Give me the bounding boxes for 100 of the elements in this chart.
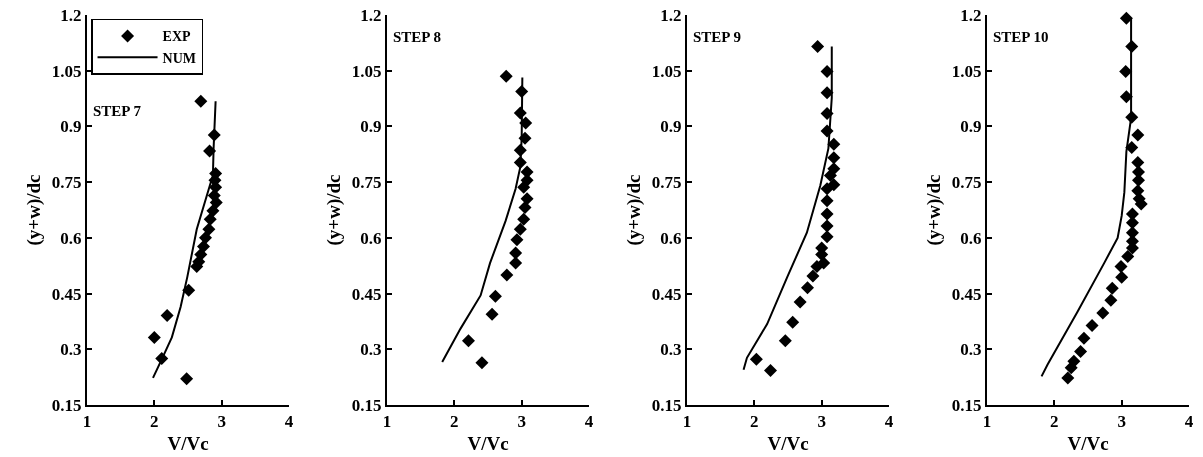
y-tick-label: 0.3 bbox=[60, 340, 82, 360]
y-axis-title: (y+w)/dc bbox=[923, 174, 946, 246]
point bbox=[793, 295, 807, 309]
point bbox=[1121, 249, 1135, 263]
point bbox=[1119, 11, 1133, 25]
y-tick-label: 0.45 bbox=[651, 284, 682, 304]
point bbox=[1125, 216, 1139, 230]
y-tick-label: 0.3 bbox=[660, 340, 682, 360]
x-tick-label: 1 bbox=[982, 412, 992, 432]
y-tick-label: 0.3 bbox=[960, 340, 982, 360]
y-tick-label: 0.9 bbox=[360, 117, 382, 137]
text: STEP 7 bbox=[93, 103, 142, 119]
point bbox=[209, 196, 223, 210]
y-tick-label: 1.05 bbox=[351, 61, 382, 81]
point bbox=[1114, 259, 1128, 273]
x-tick-label: 3 bbox=[517, 412, 526, 432]
y-tick-label: 0.75 bbox=[51, 173, 82, 193]
point bbox=[509, 256, 523, 270]
y-tick-label: 1.05 bbox=[951, 61, 982, 81]
x-tick-label: 2 bbox=[450, 412, 459, 432]
y-tick-label: 0.6 bbox=[360, 228, 382, 248]
point bbox=[1115, 270, 1129, 284]
y-tick-label: 0.75 bbox=[651, 173, 682, 193]
point bbox=[488, 289, 502, 303]
y-tick-label: 0.6 bbox=[960, 228, 982, 248]
point bbox=[820, 219, 834, 233]
y-tick-label: 0.9 bbox=[60, 117, 82, 137]
point bbox=[827, 151, 841, 165]
point bbox=[194, 94, 208, 108]
y-tick-label: 0.45 bbox=[951, 284, 982, 304]
point bbox=[202, 222, 216, 236]
x-tick-label: 4 bbox=[884, 412, 894, 432]
point bbox=[778, 334, 792, 348]
y-axis-title: (y+w)/dc bbox=[323, 174, 346, 246]
x-tick-label: 4 bbox=[584, 412, 594, 432]
point bbox=[1085, 319, 1099, 333]
point bbox=[820, 230, 834, 244]
y-tick-label: 0.6 bbox=[60, 228, 82, 248]
x-tick-label: 3 bbox=[217, 412, 226, 432]
x-tick-label: 2 bbox=[1050, 412, 1059, 432]
x-axis-title: V/Vc bbox=[467, 432, 509, 454]
text: STEP 9 bbox=[693, 29, 741, 45]
point bbox=[820, 86, 834, 100]
y-tick-label: 0.75 bbox=[951, 173, 982, 193]
y-tick-label: 1.05 bbox=[651, 61, 682, 81]
point bbox=[749, 352, 763, 366]
point bbox=[499, 69, 513, 83]
point bbox=[1105, 281, 1119, 295]
point bbox=[517, 180, 531, 194]
point bbox=[1119, 90, 1133, 104]
point bbox=[160, 308, 174, 322]
point bbox=[1125, 141, 1139, 155]
point bbox=[510, 233, 524, 247]
text: STEP 10 bbox=[993, 29, 1049, 45]
point bbox=[823, 168, 837, 182]
point bbox=[203, 212, 217, 226]
y-tick-label: 1.2 bbox=[60, 5, 82, 25]
point bbox=[810, 259, 824, 273]
y-tick-label: 0.15 bbox=[351, 395, 382, 415]
point bbox=[1131, 128, 1145, 142]
point bbox=[509, 246, 523, 260]
point bbox=[1104, 293, 1118, 307]
point bbox=[820, 64, 834, 78]
point bbox=[763, 363, 777, 377]
point bbox=[1061, 371, 1075, 385]
x-axis-title: V/Vc bbox=[1067, 432, 1109, 454]
y-tick-label: 1.2 bbox=[960, 5, 982, 25]
y-tick-label: 1.2 bbox=[360, 5, 382, 25]
point bbox=[475, 356, 489, 370]
point bbox=[820, 182, 834, 196]
y-tick-label: 0.45 bbox=[351, 284, 382, 304]
point bbox=[820, 207, 834, 221]
point bbox=[1131, 155, 1145, 169]
point bbox=[206, 204, 220, 218]
point bbox=[180, 372, 194, 386]
x-tick-label: 2 bbox=[750, 412, 759, 432]
y-tick-label: 0.15 bbox=[51, 395, 82, 415]
x-tick-label: 3 bbox=[817, 412, 826, 432]
point bbox=[1119, 64, 1133, 78]
x-tick-label: 1 bbox=[382, 412, 392, 432]
y-tick-label: 0.15 bbox=[951, 395, 982, 415]
x-tick-label: 3 bbox=[1117, 412, 1126, 432]
x-tick-label: 4 bbox=[284, 412, 294, 432]
y-tick-label: 0.9 bbox=[660, 117, 682, 137]
y-axis-title: (y+w)/dc bbox=[623, 174, 646, 246]
point bbox=[485, 307, 499, 321]
point bbox=[517, 212, 531, 226]
y-tick-label: 0.9 bbox=[960, 117, 982, 137]
y-tick-label: 0.6 bbox=[660, 228, 682, 248]
point bbox=[461, 334, 475, 348]
point bbox=[786, 315, 800, 329]
x-tick-label: 1 bbox=[82, 412, 92, 432]
y-tick-label: 0.15 bbox=[651, 395, 682, 415]
y-tick-label: 1.05 bbox=[51, 61, 82, 81]
legend-label: EXP bbox=[162, 29, 191, 45]
point bbox=[827, 137, 841, 151]
point bbox=[801, 281, 815, 295]
y-tick-label: 0.3 bbox=[360, 340, 382, 360]
x-tick-label: 2 bbox=[150, 412, 159, 432]
point bbox=[1074, 345, 1088, 359]
